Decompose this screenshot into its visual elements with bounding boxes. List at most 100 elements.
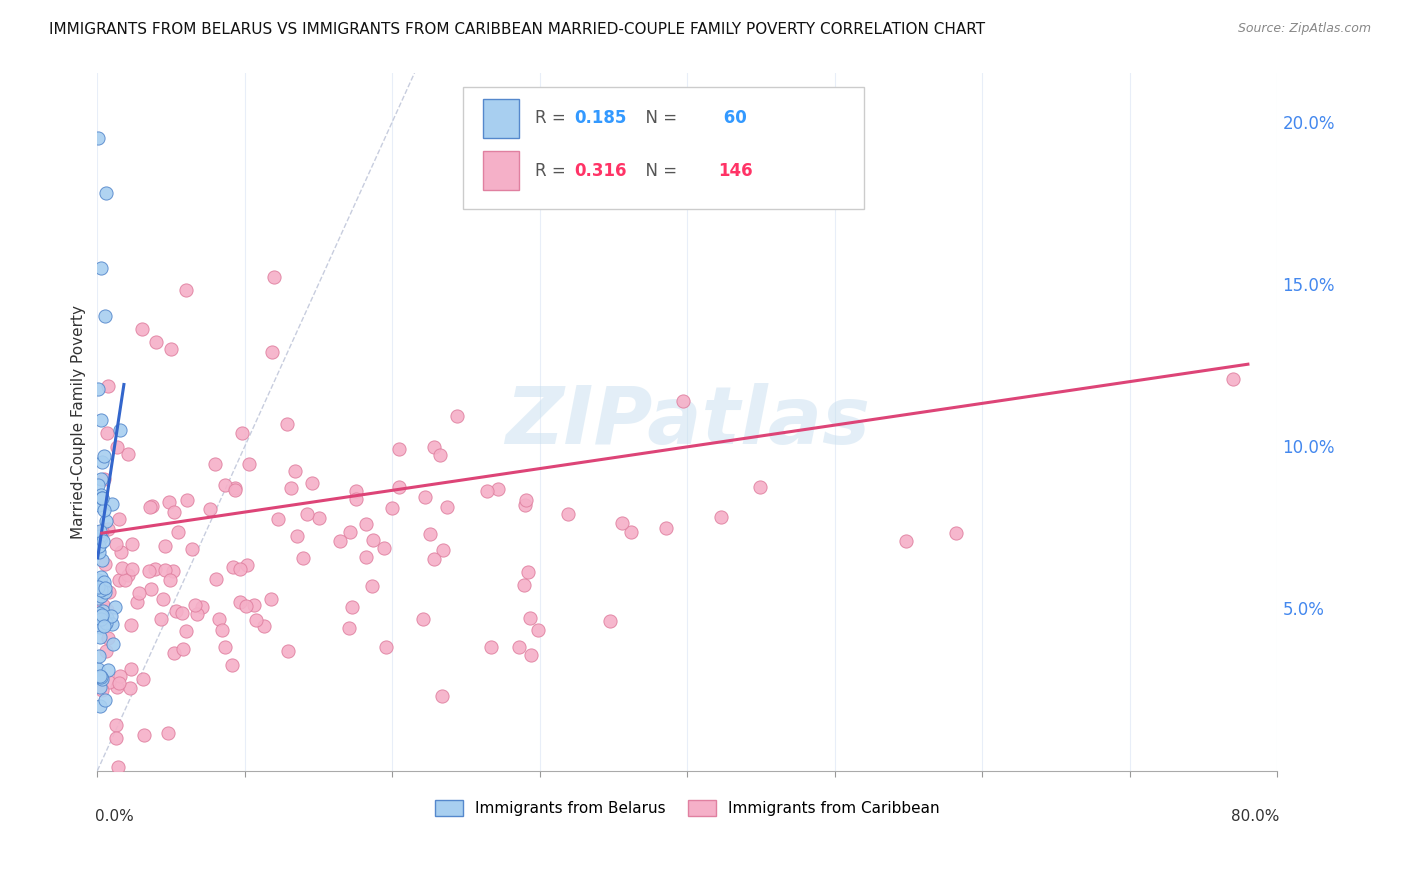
Point <box>108 423 131 437</box>
Point <box>107 573 129 587</box>
Point <box>162 565 184 579</box>
Point <box>519 648 541 662</box>
Point <box>89 498 111 512</box>
Point <box>100 609 122 624</box>
Point <box>91 599 114 613</box>
Point <box>527 624 550 638</box>
Point <box>91 672 114 686</box>
Point <box>120 618 142 632</box>
Point <box>373 541 395 555</box>
Point <box>172 606 194 620</box>
Point <box>211 623 233 637</box>
Point <box>374 640 396 655</box>
Point <box>97 631 120 645</box>
Point <box>90 531 112 545</box>
Point <box>295 508 318 522</box>
Point <box>89 539 111 553</box>
Point <box>418 526 440 541</box>
Text: Source: ZipAtlas.com: Source: ZipAtlas.com <box>1237 22 1371 36</box>
Point <box>150 612 173 626</box>
Text: 0.185: 0.185 <box>574 110 627 128</box>
Point <box>222 560 245 574</box>
Point <box>242 599 264 613</box>
Point <box>90 524 112 538</box>
Point <box>263 270 285 285</box>
Y-axis label: Married-Couple Family Poverty: Married-Couple Family Poverty <box>72 305 86 539</box>
Point <box>86 662 108 676</box>
Point <box>87 648 110 663</box>
Point <box>513 499 536 513</box>
Point <box>172 642 194 657</box>
Point <box>152 591 174 606</box>
Point <box>344 491 367 506</box>
Point <box>93 574 115 589</box>
Point <box>181 542 204 557</box>
Text: 0.316: 0.316 <box>574 161 627 179</box>
Point <box>93 581 115 595</box>
Point <box>388 479 411 493</box>
Point <box>191 600 214 615</box>
Point <box>114 573 136 587</box>
Point <box>253 618 276 632</box>
Point <box>260 591 283 606</box>
Point <box>446 409 468 424</box>
Point <box>519 610 541 624</box>
Point <box>96 186 118 200</box>
Point <box>710 510 733 524</box>
Point <box>107 760 129 774</box>
Point <box>208 612 231 626</box>
Point <box>308 511 330 525</box>
Point <box>205 572 228 586</box>
Point <box>214 640 236 654</box>
Point <box>422 552 444 566</box>
Point <box>87 606 110 620</box>
Point <box>610 516 633 531</box>
Text: 146: 146 <box>718 161 752 179</box>
Point <box>221 658 243 673</box>
Point <box>231 425 253 440</box>
Point <box>117 447 139 461</box>
Point <box>91 533 114 548</box>
Point <box>284 464 307 478</box>
Point <box>91 604 114 618</box>
Point <box>110 561 132 575</box>
Point <box>344 484 367 499</box>
Point <box>276 417 298 431</box>
Point <box>229 562 252 576</box>
Point <box>97 522 120 536</box>
Text: IMMIGRANTS FROM BELARUS VS IMMIGRANTS FROM CARIBBEAN MARRIED-COUPLE FAMILY POVER: IMMIGRANTS FROM BELARUS VS IMMIGRANTS FR… <box>49 22 986 37</box>
Point <box>131 322 153 336</box>
Point <box>120 662 142 676</box>
Point <box>157 494 180 508</box>
Point <box>174 624 197 638</box>
Point <box>748 479 770 493</box>
Point <box>87 591 110 605</box>
Point <box>89 669 111 683</box>
Point <box>139 500 162 514</box>
Legend: Immigrants from Belarus, Immigrants from Caribbean: Immigrants from Belarus, Immigrants from… <box>429 794 946 822</box>
Point <box>162 646 184 660</box>
Point <box>104 537 127 551</box>
Point <box>198 502 221 516</box>
Point <box>93 450 115 464</box>
Point <box>89 630 111 644</box>
Point <box>100 497 122 511</box>
Point <box>599 614 621 628</box>
Point <box>354 517 377 532</box>
Point <box>262 345 284 359</box>
Point <box>186 607 208 621</box>
Point <box>90 488 112 502</box>
Point <box>90 589 112 603</box>
Point <box>90 608 112 623</box>
Point <box>93 618 115 632</box>
Point <box>381 501 404 516</box>
Point <box>105 440 128 454</box>
Point <box>97 379 120 393</box>
Point <box>128 586 150 600</box>
Point <box>90 472 112 486</box>
Point <box>280 481 302 495</box>
Point <box>291 550 314 565</box>
Point <box>266 512 288 526</box>
Point <box>1222 372 1244 386</box>
Point <box>557 508 579 522</box>
